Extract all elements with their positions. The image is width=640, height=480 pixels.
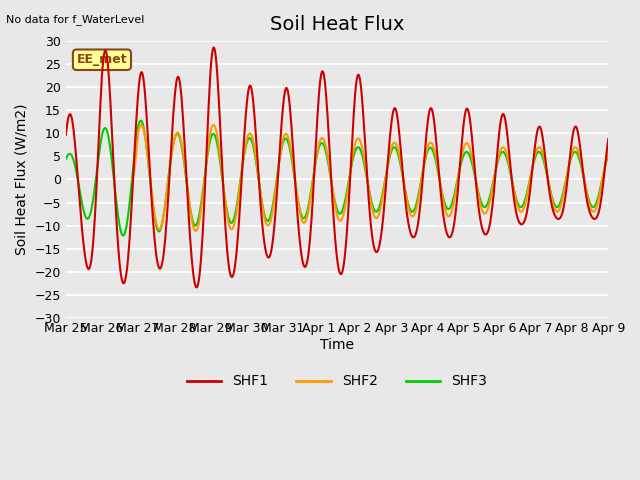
SHF2 [604, 149, 612, 155]
SHF3 [62, 156, 70, 162]
Title: Soil Heat Flux: Soil Heat Flux [270, 15, 404, 34]
SHF1 [210, 45, 218, 50]
SHF1 [125, 238, 133, 244]
SHF3 [227, 220, 234, 226]
SHF2 [273, 180, 280, 185]
SHF1 [253, 156, 261, 162]
SHF3 [253, 168, 261, 174]
SHF3 [126, 195, 134, 201]
SHF2 [424, 146, 431, 152]
SHF1 [274, 174, 282, 180]
SHF2 [252, 155, 260, 161]
Line: SHF1: SHF1 [66, 48, 608, 288]
SHF1 [394, 121, 402, 127]
SHF3 [394, 152, 402, 157]
Y-axis label: Soil Heat Flux (W/m2): Soil Heat Flux (W/m2) [15, 104, 29, 255]
SHF1 [193, 285, 200, 290]
SHF3 [274, 167, 282, 173]
SHF1 [425, 112, 433, 118]
SHF3 [119, 233, 127, 239]
SHF1 [62, 132, 70, 138]
Line: SHF2: SHF2 [132, 125, 608, 231]
Text: EE_met: EE_met [77, 53, 127, 66]
SHF2 [393, 143, 401, 148]
SHF1 [227, 272, 234, 278]
SHF3 [425, 146, 433, 152]
Legend: SHF1, SHF2, SHF3: SHF1, SHF2, SHF3 [181, 369, 493, 394]
SHF2 [225, 222, 233, 228]
SHF1 [604, 136, 612, 142]
SHF3 [604, 153, 612, 158]
X-axis label: Time: Time [320, 338, 354, 352]
Text: No data for f_WaterLevel: No data for f_WaterLevel [6, 14, 145, 25]
Line: SHF3: SHF3 [66, 120, 608, 236]
SHF3 [137, 118, 145, 123]
